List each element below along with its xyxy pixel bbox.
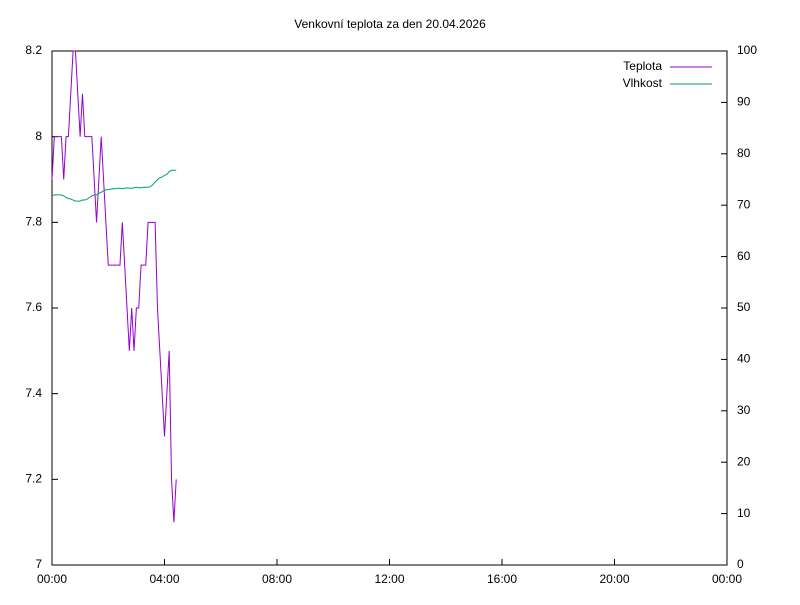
series-line (51, 50, 177, 523)
y2-tick-label: 100 (737, 43, 757, 57)
x-tick-label: 12:00 (374, 572, 404, 586)
y-tick-label: 7 (35, 557, 42, 571)
legend-label: Vlhkost (623, 76, 663, 90)
y2-tick-label: 70 (737, 197, 751, 211)
y2-tick-label: 80 (737, 146, 751, 160)
y-tick-label: 7.8 (25, 215, 42, 229)
y2-tick-label: 20 (737, 454, 751, 468)
y2-tick-label: 50 (737, 300, 751, 314)
chart-title: Venkovní teplota za den 20.04.2026 (294, 17, 486, 31)
y2-tick-label: 60 (737, 249, 751, 263)
x-tick-label: 00:00 (37, 572, 67, 586)
plot-frame (51, 50, 728, 566)
x-tick-label: 16:00 (487, 572, 517, 586)
x-tick-label: 04:00 (149, 572, 179, 586)
y2-tick-label: 90 (737, 95, 751, 109)
x-tick-label: 08:00 (262, 572, 292, 586)
x-tick-label: 00:00 (712, 572, 742, 586)
x-tick-label: 20:00 (599, 572, 629, 586)
series-line (51, 169, 177, 202)
y-tick-label: 7.2 (25, 472, 42, 486)
y2-tick-label: 40 (737, 352, 751, 366)
legend-label: Teplota (623, 59, 662, 73)
y2-tick-label: 10 (737, 506, 751, 520)
y-tick-label: 8.2 (25, 43, 42, 57)
y-tick-label: 7.4 (25, 386, 42, 400)
y-tick-label: 7.6 (25, 300, 42, 314)
y2-tick-label: 30 (737, 403, 751, 417)
y-tick-label: 8 (35, 129, 42, 143)
y2-tick-label: 0 (737, 557, 744, 571)
